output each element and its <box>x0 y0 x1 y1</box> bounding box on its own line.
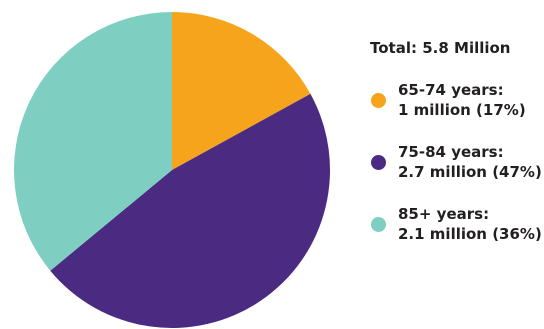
pie-slice-75-84 <box>50 93 331 329</box>
legend-value-85-plus: 2.1 million (36%) <box>398 225 542 243</box>
total-label: Total: <box>370 39 417 57</box>
pie-chart <box>14 12 331 329</box>
legend-item-85-plus: 85+ years: 2.1 million (36%) <box>370 204 542 244</box>
legend-value-75-84: 2.7 million (47%) <box>398 163 542 181</box>
pie-slice-65-74 <box>172 12 311 170</box>
legend-label-75-84: 75-84 years: <box>398 143 504 161</box>
legend-item-75-84: 75-84 years: 2.7 million (47%) <box>370 142 542 182</box>
total-label-block: Total: 5.8 Million <box>370 38 542 58</box>
legend-swatch-65-74 <box>371 93 386 108</box>
pie-slice-85-plus <box>14 12 172 271</box>
legend-item-65-74: 65-74 years: 1 million (17%) <box>370 80 542 120</box>
legend-label-85-plus: 85+ years: <box>398 205 490 223</box>
legend-swatch-75-84 <box>371 155 386 170</box>
legend-swatch-85-plus <box>371 217 386 232</box>
legend-value-65-74: 1 million (17%) <box>398 101 526 119</box>
legend-label-65-74: 65-74 years: <box>398 81 504 99</box>
legend: Total: 5.8 Million 65-74 years: 1 millio… <box>370 38 542 266</box>
total-value: 5.8 Million <box>422 39 511 57</box>
